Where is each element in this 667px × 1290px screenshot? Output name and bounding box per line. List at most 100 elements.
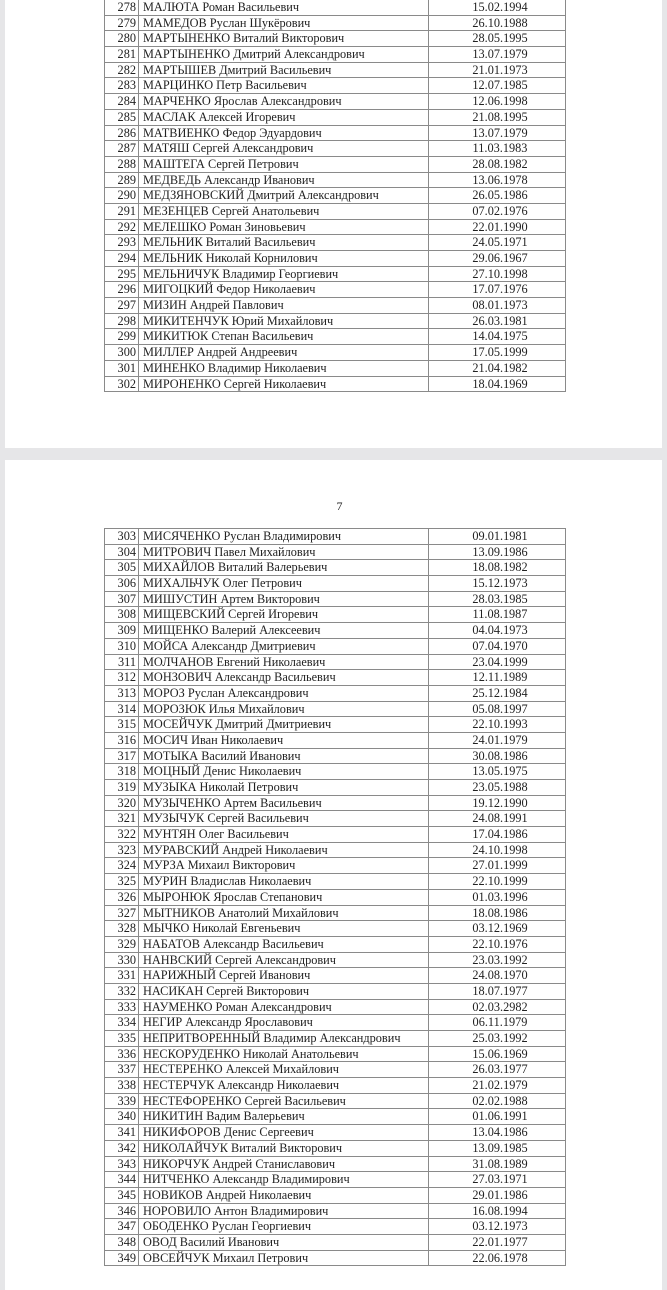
person-name: МИКИТЕНЧУК Юрий Михайлович	[138, 312, 429, 330]
table-row: 337 НЕСТЕРЕНКО Алексей Михайлович 26.03.19…	[104, 1061, 566, 1079]
table-row: 285 МАСЛАК Алексей Игоревич 21.08.1995	[104, 108, 566, 126]
birth-date: 13.09.1985	[428, 1139, 566, 1157]
birth-date: 21.08.1995	[428, 108, 566, 126]
birth-date: 25.03.1992	[428, 1030, 566, 1047]
person-name: МОНЗОВИЧ Александр Васильевич	[138, 669, 429, 686]
row-number: 339	[104, 1092, 139, 1110]
table-row: 322 МУНТЯН Олег Васильевич 17.04.1986	[104, 826, 566, 843]
birth-date: 24.10.1998	[428, 841, 566, 859]
table-row: 316 МОСИЧ Иван Николаевич 24.01.1979	[104, 731, 566, 749]
row-number: 313	[104, 684, 139, 702]
table-row: 342 НИКОЛАЙЧУК Виталий Викторович 13.09.19…	[104, 1139, 566, 1157]
birth-date: 22.10.1976	[428, 935, 566, 953]
birth-date: 27.03.1971	[428, 1171, 566, 1188]
birth-date: 24.01.1979	[428, 731, 566, 749]
row-number: 322	[104, 826, 139, 843]
person-name: МОТЫКА Василий Иванович	[138, 747, 429, 765]
table-row: 315 МОСЕЙЧУК Дмитрий Дмитриевич 22.10.1993	[104, 716, 566, 733]
row-number: 320	[104, 794, 139, 812]
table-row: 321 МУЗЫЧУК Сергей Васильевич 24.08.1991	[104, 810, 566, 828]
birth-date: 15.12.1973	[428, 575, 566, 592]
person-name: МУРИН Владислав Николаевич	[138, 873, 429, 890]
table-row: 348 ОВОД Василий Иванович 22.01.1977	[104, 1233, 566, 1251]
row-number: 287	[104, 140, 139, 157]
person-name: МАМЕДОВ Руслан Шукёрович	[138, 14, 429, 32]
birth-date: 29.01.1986	[428, 1186, 566, 1204]
row-number: 279	[104, 14, 139, 32]
person-name: МИСЯЧЕНКО Руслан Владимирович	[138, 528, 429, 545]
table-row: 287 МАТЯШ Сергей Александрович 11.03.1983	[104, 140, 566, 157]
table-row: 346 НОРОВИЛО Антон Владимирович 16.08.1994	[104, 1202, 566, 1220]
person-name: МАТВИЕНКО Федор Эдуардович	[138, 124, 429, 142]
row-number: 303	[104, 528, 139, 545]
row-number: 332	[104, 982, 139, 1000]
birth-date: 12.06.1998	[428, 93, 566, 110]
row-number: 291	[104, 202, 139, 220]
table-row: 300 МИЛЛЕР Андрей Андреевич 17.05.1999	[104, 344, 566, 361]
birth-date: 28.03.1985	[428, 590, 566, 608]
table-row: 302 МИРОНЕНКО Сергей Николаевич 18.04.1969	[104, 375, 566, 393]
row-number: 296	[104, 281, 139, 299]
birth-date: 01.03.1996	[428, 888, 566, 906]
birth-date: 13.06.1978	[428, 171, 566, 189]
birth-date: 15.06.1969	[428, 1045, 566, 1063]
table-row: 281 МАРТЫНЕНКО Дмитрий Александрович 13.07…	[104, 46, 566, 63]
row-number: 347	[104, 1218, 139, 1235]
person-name: МОЛЧАНОВ Евгений Николаевич	[138, 653, 429, 671]
row-number: 293	[104, 234, 139, 251]
row-number: 310	[104, 637, 139, 655]
row-number: 294	[104, 250, 139, 267]
row-number: 305	[104, 559, 139, 577]
birth-date: 02.02.1988	[428, 1092, 566, 1110]
person-name: МИХАЙЛОВ Виталий Валерьевич	[138, 559, 429, 577]
birth-date: 08.01.1973	[428, 297, 566, 314]
person-name: МУНТЯН Олег Васильевич	[138, 826, 429, 843]
person-name: НЕСКОРУДЕНКО Николай Анатольевич	[138, 1045, 429, 1063]
person-name: МАРЧЕНКО Ярослав Александрович	[138, 93, 429, 110]
table-row: 305 МИХАЙЛОВ Виталий Валерьевич 18.08.1982	[104, 559, 566, 577]
row-number: 319	[104, 779, 139, 796]
person-name: МАЛЮТА Роман Васильевич	[138, 0, 429, 16]
row-number: 288	[104, 155, 139, 173]
page-number: 7	[336, 499, 343, 513]
person-name: МЕЛЬНИК Виталий Васильевич	[138, 234, 429, 251]
person-name: МИТРОВИЧ Павел Михайлович	[138, 543, 429, 561]
person-name: НОРОВИЛО Антон Владимирович	[138, 1202, 429, 1220]
person-name: МИЗИН Андрей Павлович	[138, 297, 429, 314]
row-number: 292	[104, 218, 139, 236]
table-row: 304 МИТРОВИЧ Павел Михайлович 13.09.1986	[104, 543, 566, 561]
birth-date: 28.08.1982	[428, 155, 566, 173]
table-row: 311 МОЛЧАНОВ Евгений Николаевич 23.04.1999	[104, 653, 566, 671]
table-row: 279 МАМЕДОВ Руслан Шукёрович 26.10.1988	[104, 14, 566, 32]
table-row: 338 НЕСТЕРЧУК Александр Николаевич 21.02.1…	[104, 1077, 566, 1094]
table-row: 313 МОРОЗ Руслан Александрович 25.12.1984	[104, 684, 566, 702]
table-row: 345 НОВИКОВ Андрей Николаевич 29.01.1986	[104, 1186, 566, 1204]
row-number: 314	[104, 700, 139, 718]
row-number: 317	[104, 747, 139, 765]
row-number: 342	[104, 1139, 139, 1157]
person-name: МЕДВЕДЬ Александр Иванович	[138, 171, 429, 189]
table-row: 310 МОЙСА Александр Дмитриевич 07.04.1970	[104, 637, 566, 655]
birth-date: 04.04.1973	[428, 622, 566, 639]
names-table: 278 МАЛЮТА Роман Васильевич 15.02.1994 279 М…	[104, 0, 566, 393]
person-name: НИКОЛАЙЧУК Виталий Викторович	[138, 1139, 429, 1157]
table-row: 314 МОРОЗЮК Илья Михайлович 05.08.1997	[104, 700, 566, 718]
table-row: 328 МЫЧКО Николай Евгеньевич 03.12.1969	[104, 920, 566, 937]
birth-date: 13.07.1979	[428, 124, 566, 142]
table-row: 339 НЕСТЕФОРЕНКО Сергей Васильевич 02.02.1…	[104, 1092, 566, 1110]
row-number: 328	[104, 920, 139, 937]
birth-date: 17.05.1999	[428, 344, 566, 361]
table-row: 301 МИНЕНКО Владимир Николаевич 21.04.1982	[104, 359, 566, 377]
birth-date: 21.02.1979	[428, 1077, 566, 1094]
birth-date: 13.05.1975	[428, 763, 566, 780]
person-name: НЕСТЕРЧУК Александр Николаевич	[138, 1077, 429, 1094]
person-name: МУЗЫЧЕНКО Артем Васильевич	[138, 794, 429, 812]
person-name: МИЩЕВСКИЙ Сергей Игоревич	[138, 606, 429, 624]
birth-date: 19.12.1990	[428, 794, 566, 812]
birth-date: 05.08.1997	[428, 700, 566, 718]
person-name: НАРИЖНЫЙ Сергей Иванович	[138, 967, 429, 984]
person-name: НАУМЕНКО Роман Александрович	[138, 998, 429, 1016]
row-number: 306	[104, 575, 139, 592]
person-name: МУРАВСКИЙ Андрей Николаевич	[138, 841, 429, 859]
person-name: МЕЗЕНЦЕВ Сергей Анатольевич	[138, 202, 429, 220]
